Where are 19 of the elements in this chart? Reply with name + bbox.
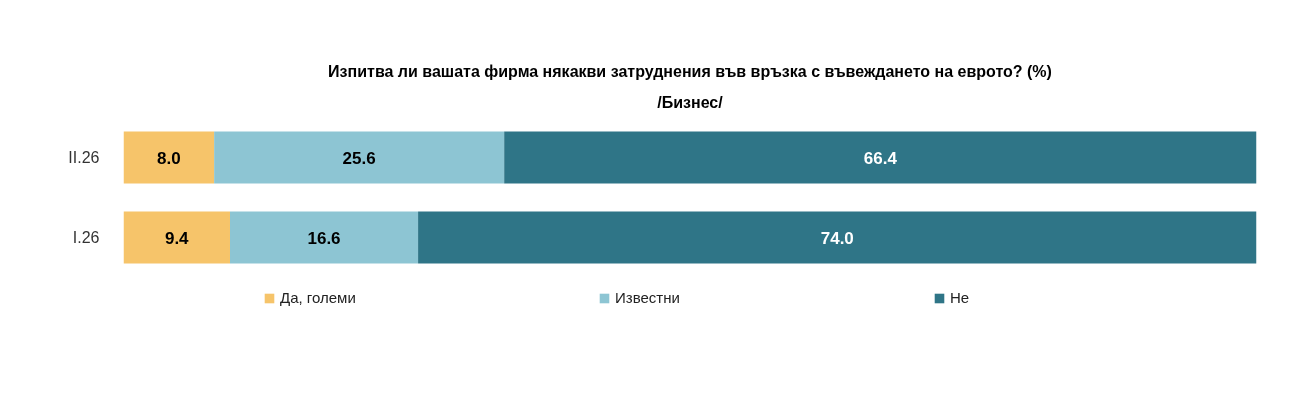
legend-label: Известни bbox=[615, 289, 681, 306]
data-label: 74.0 bbox=[820, 228, 854, 248]
data-label: 66.4 bbox=[863, 148, 898, 168]
bar bbox=[230, 211, 419, 264]
bar bbox=[504, 131, 1257, 184]
chart-title: Изпитва ли вашата фирма някакви затруднения във връзка с въвеждането на еврото? (%) bbox=[328, 62, 1052, 80]
bar bbox=[123, 131, 215, 184]
chart-subtitle: /Бизнес/ bbox=[657, 93, 724, 111]
bar bbox=[123, 211, 230, 264]
legend-label: Да, големи bbox=[280, 289, 357, 306]
bar bbox=[214, 131, 505, 184]
bar bbox=[418, 211, 1257, 264]
y-tick-label: I.26 bbox=[72, 229, 100, 246]
data-label: 25.6 bbox=[342, 148, 376, 168]
data-label: 16.6 bbox=[307, 228, 341, 248]
data-label: 8.0 bbox=[157, 148, 181, 168]
y-tick-label: II.26 bbox=[68, 149, 100, 166]
data-label: 9.4 bbox=[164, 228, 190, 248]
legend-label: Не bbox=[950, 289, 971, 306]
